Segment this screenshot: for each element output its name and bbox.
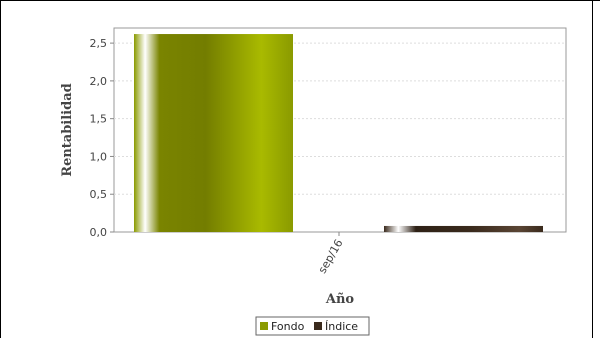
frame-border-left xyxy=(0,0,1,338)
y-ticks: 0,0 0,5 1,0 1,5 2,0 2,5 xyxy=(90,37,114,239)
bar-0 xyxy=(134,34,293,232)
legend-swatch-0 xyxy=(260,322,268,330)
y-tick-label: 0,5 xyxy=(90,188,108,201)
y-tick-label: 2,0 xyxy=(90,75,108,88)
bars xyxy=(134,34,543,232)
legend-label-1: Índice xyxy=(325,320,358,333)
legend-label-0: Fondo xyxy=(271,320,305,333)
y-axis-title: Rentabilidad xyxy=(60,83,75,176)
gridlines xyxy=(114,42,566,195)
y-tick-label: 2,5 xyxy=(90,37,108,50)
legend-box xyxy=(255,316,370,336)
frame-border-top xyxy=(0,0,600,1)
x-ticks: sep/16 xyxy=(316,232,346,276)
legend-swatch-1 xyxy=(314,322,322,330)
y-tick-label: 1,5 xyxy=(90,113,108,126)
x-tick-label: sep/16 xyxy=(316,237,346,276)
y-tick-label: 0,0 xyxy=(90,226,108,239)
bar-1 xyxy=(384,225,543,232)
legend: Fondo Índice xyxy=(255,316,370,336)
frame-border-right xyxy=(592,0,593,338)
y-tick-label: 1,0 xyxy=(90,150,108,163)
x-axis-title: Año xyxy=(325,292,355,307)
